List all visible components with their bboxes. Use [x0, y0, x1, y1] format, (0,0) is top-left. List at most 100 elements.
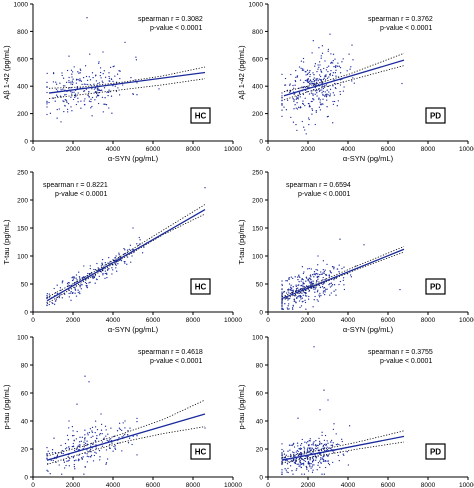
data-point	[118, 436, 120, 439]
data-point	[76, 403, 78, 405]
data-point	[328, 463, 331, 466]
data-point	[310, 467, 312, 469]
data-point	[96, 262, 98, 265]
data-point	[335, 294, 337, 296]
confidence-band-lower	[46, 426, 206, 465]
data-point	[325, 278, 327, 280]
data-point	[305, 276, 307, 278]
data-point	[281, 308, 283, 310]
data-point	[287, 450, 289, 452]
data-point	[70, 292, 72, 294]
data-point	[329, 74, 331, 76]
data-point	[322, 98, 324, 100]
data-point	[315, 78, 317, 80]
data-point	[96, 278, 98, 281]
data-point	[349, 68, 351, 70]
data-point	[65, 100, 68, 102]
data-point	[296, 108, 299, 110]
data-point	[132, 227, 134, 229]
group-badge-label: PD	[430, 112, 441, 121]
data-point	[110, 427, 112, 429]
data-point	[327, 399, 329, 401]
data-point	[108, 256, 110, 259]
data-point	[89, 428, 92, 430]
data-point	[114, 256, 116, 259]
data-point	[90, 436, 92, 439]
data-point	[302, 294, 304, 296]
data-point	[281, 115, 283, 118]
data-point	[355, 265, 357, 267]
data-point	[304, 129, 306, 131]
data-point	[100, 271, 103, 273]
data-point	[124, 433, 126, 436]
p-value-label: p-value < 0.0001	[380, 25, 432, 32]
y-tick-label: 200	[17, 111, 28, 118]
data-point	[322, 268, 324, 271]
data-point	[94, 420, 97, 422]
y-tick-label: 0	[259, 139, 263, 146]
data-point	[332, 461, 334, 464]
data-point	[281, 455, 283, 457]
data-point	[63, 461, 66, 463]
data-point	[321, 434, 323, 437]
data-point	[54, 100, 56, 102]
data-point	[322, 444, 325, 447]
data-point	[94, 91, 97, 93]
data-point	[84, 429, 86, 431]
data-point	[281, 109, 283, 111]
y-tick-label: 600	[17, 56, 28, 63]
data-point	[91, 426, 94, 429]
data-point	[300, 67, 302, 69]
data-point	[294, 79, 296, 82]
data-point	[281, 471, 283, 473]
data-point	[320, 449, 323, 452]
data-point	[309, 105, 311, 108]
x-tick-label: 4000	[106, 146, 121, 153]
data-point	[304, 301, 307, 304]
data-point	[298, 284, 300, 286]
data-point	[281, 463, 283, 466]
data-point	[82, 76, 85, 79]
data-point	[322, 290, 325, 292]
data-point	[331, 284, 334, 286]
data-point	[323, 94, 325, 96]
data-point	[321, 457, 323, 459]
data-point	[282, 291, 285, 293]
data-point	[47, 450, 49, 452]
data-point	[333, 452, 335, 454]
data-point	[330, 53, 332, 55]
data-point	[339, 93, 342, 96]
data-point	[136, 435, 138, 437]
data-point	[124, 262, 126, 264]
data-point	[307, 278, 310, 280]
data-point	[281, 469, 283, 471]
data-point	[306, 80, 308, 82]
data-point	[117, 263, 119, 265]
spearman-r-label: spearman r = 0.6594	[286, 182, 351, 189]
data-point	[315, 111, 317, 113]
data-point	[332, 100, 334, 103]
data-point	[329, 95, 331, 97]
data-point	[93, 83, 95, 85]
data-point	[79, 285, 81, 287]
data-point	[60, 89, 62, 91]
data-point	[115, 262, 117, 264]
data-point	[318, 66, 320, 68]
group-badge-label: PD	[430, 283, 441, 292]
data-point	[46, 457, 48, 459]
data-point	[308, 447, 310, 449]
data-point	[299, 448, 301, 451]
data-point	[308, 80, 310, 82]
data-point	[325, 95, 327, 97]
data-point	[93, 268, 95, 271]
data-point	[85, 282, 88, 285]
data-point	[100, 77, 102, 79]
data-point	[343, 266, 345, 268]
data-point	[298, 465, 300, 467]
data-point	[297, 445, 299, 447]
data-point	[332, 53, 335, 55]
data-point	[311, 52, 313, 54]
data-point	[307, 440, 309, 443]
data-point	[68, 459, 70, 461]
data-point	[94, 99, 96, 101]
